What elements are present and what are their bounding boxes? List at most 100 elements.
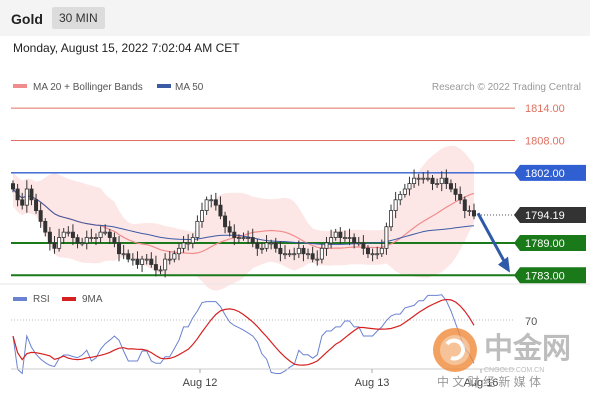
candle-body (204, 199, 209, 211)
candle-body (462, 199, 467, 211)
candle-body (167, 258, 172, 261)
candle-body (186, 242, 191, 245)
candle-body (34, 199, 39, 211)
candle-body (329, 237, 334, 244)
candle-body (130, 258, 135, 261)
candle-body (195, 220, 200, 238)
time-tick-label: Aug 12 (183, 377, 218, 389)
candle-body (223, 215, 228, 228)
candle-body (236, 237, 241, 239)
candle-body (10, 183, 15, 190)
header-bar: Gold 30 MIN (0, 0, 590, 36)
ma20-legend-swatch (13, 84, 27, 88)
candle-body (398, 193, 403, 201)
candle-body (241, 237, 246, 239)
rsi-ma-line (12, 298, 475, 366)
candle-body (467, 210, 472, 212)
candle-body (333, 231, 338, 238)
candle-body (361, 242, 366, 249)
price-tag-label: 1808.00 (525, 135, 565, 147)
candle-body (425, 177, 430, 180)
candle-body (218, 204, 223, 217)
symbol-title: Gold (11, 11, 43, 27)
candle-body (324, 242, 329, 249)
ma50-legend-swatch (157, 84, 171, 88)
candle-body (29, 188, 34, 201)
interval-button[interactable]: 30 MIN (52, 7, 105, 29)
rsi-level-label: 70 (525, 316, 537, 328)
candle-body (250, 237, 255, 244)
candle-body (209, 199, 214, 202)
candle-body (163, 258, 168, 271)
candle-body (255, 242, 260, 249)
candle-body (319, 247, 324, 260)
candle-body (310, 253, 315, 260)
candle-body (176, 247, 181, 255)
candle-body (393, 199, 398, 211)
ma20-legend-label: MA 20 + Bollinger Bands (33, 82, 143, 93)
candle-body (287, 253, 292, 256)
candle-body (43, 220, 48, 233)
candle-body (370, 253, 375, 256)
time-tick-label: Aug 13 (355, 377, 390, 389)
rsi-legend-label: RSI (33, 294, 50, 305)
candle-body (75, 237, 80, 244)
candle-body (448, 183, 453, 190)
candle-body (407, 183, 412, 190)
candle-body (246, 237, 251, 239)
price-tag-label: 1814.00 (525, 103, 565, 115)
candle-body (282, 253, 287, 256)
candle-body (453, 188, 458, 195)
candle-body (15, 188, 20, 201)
candle-body (269, 242, 274, 245)
candle-body (172, 253, 177, 260)
candle-body (57, 237, 62, 249)
candle-body (421, 177, 426, 180)
price-tag-label: 1789.00 (525, 238, 565, 250)
candle-body (352, 237, 357, 244)
candle-body (89, 237, 94, 239)
candle-body (61, 231, 66, 238)
candle-body (430, 177, 435, 185)
watermark-domain-text: CNGOLD.COM.CN (484, 367, 544, 374)
candle-body (347, 237, 352, 239)
candle-body (227, 226, 232, 233)
candle-body (402, 188, 407, 195)
candle-body (412, 177, 417, 185)
watermark-tagline-text: 中 文 财 经 新 媒 体 (437, 374, 541, 389)
candle-body (140, 258, 145, 265)
price-tag-bg (514, 206, 586, 223)
candle-body (435, 183, 440, 186)
candle-body (264, 242, 269, 249)
candle-body (259, 247, 264, 250)
candle-body (416, 177, 421, 180)
candle-body (80, 242, 85, 245)
candle-body (301, 247, 306, 255)
candle-body (135, 258, 140, 265)
candle-body (52, 242, 57, 249)
candle-body (384, 226, 389, 249)
rsi-line (12, 294, 475, 375)
candle-body (70, 231, 75, 238)
candle-body (379, 247, 384, 255)
candle-body (117, 242, 122, 255)
candle-body (107, 231, 112, 238)
bollinger-band (13, 145, 474, 291)
price-tag-bg (514, 164, 586, 181)
candle-body (190, 237, 195, 244)
candle-body (232, 231, 237, 238)
watermark-logo (433, 328, 477, 372)
candle-body (471, 210, 476, 217)
candle-body (93, 237, 98, 239)
candle-body (84, 237, 89, 244)
rsi-ma-legend-label: 9MA (82, 294, 103, 305)
candle-body (444, 177, 449, 185)
candle-body (121, 253, 126, 256)
forecast-arrow-shaft (476, 212, 508, 266)
price-tag-label: 1794.19 (525, 210, 565, 222)
candle-body (144, 258, 149, 261)
candle-body (306, 253, 311, 256)
candlesticks (10, 169, 476, 278)
candle-body (158, 269, 163, 272)
